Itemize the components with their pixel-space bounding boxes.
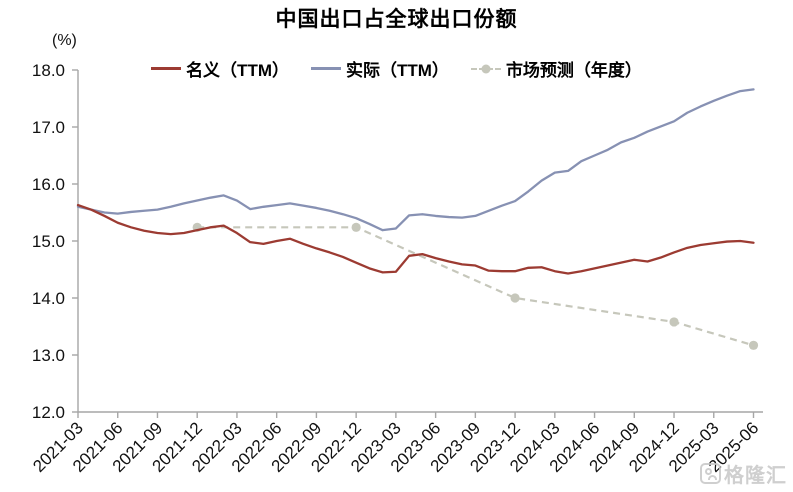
svg-text:18.0: 18.0: [32, 61, 65, 80]
svg-text:13.0: 13.0: [32, 346, 65, 365]
svg-text:17.0: 17.0: [32, 118, 65, 137]
legend-label-nominal: 名义（TTM）: [186, 61, 289, 80]
legend-item-market-forecast: 市场预测（年度）: [470, 56, 642, 81]
chart-title: 中国出口占全球出口份额: [275, 8, 518, 31]
legend-line-swatch-real: [311, 67, 341, 70]
watermark-text: 格隆汇: [724, 465, 787, 487]
y-axis-unit-label: (%): [52, 32, 77, 49]
legend-line-swatch-nominal: [151, 67, 182, 70]
svg-text:15.0: 15.0: [32, 232, 65, 251]
legend-label-real: 实际（TTM）: [346, 61, 449, 80]
watermark-gelonghui: 格隆汇: [700, 459, 787, 488]
svg-text:16.0: 16.0: [32, 175, 65, 194]
legend-item-real-ttm: 实际（TTM）: [311, 56, 449, 81]
legend-item-nominal-ttm: 名义（TTM）: [151, 56, 289, 81]
svg-text:12.0: 12.0: [32, 403, 65, 422]
legend: 名义（TTM） 实际（TTM） 市场预测（年度）: [0, 56, 793, 81]
legend-label-forecast: 市场预测（年度）: [505, 61, 642, 80]
legend-marker-dot-forecast: [481, 64, 491, 73]
legend-dashed-swatch-forecast: [470, 64, 501, 73]
gelonghui-logo-icon: [700, 463, 721, 484]
svg-text:14.0: 14.0: [32, 289, 65, 308]
